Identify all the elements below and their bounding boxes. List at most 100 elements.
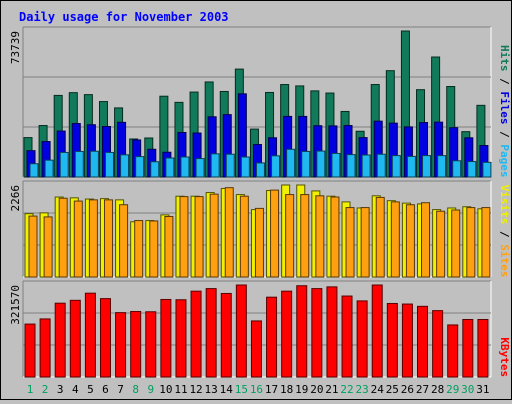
x-tick-label-day-20: 20 [310, 383, 323, 396]
legend-item-sites: Sites [498, 244, 511, 277]
bar-kbytes-day-15 [235, 284, 247, 378]
legend-separator: / [498, 72, 511, 92]
bar-pages-day-20 [316, 150, 326, 178]
legend-item-files: Files [498, 91, 511, 124]
x-tick-label-day-29: 29 [446, 383, 459, 396]
bar-pages-day-16 [255, 162, 265, 178]
legend-separator: / [498, 224, 511, 244]
y-max-label: 2266 [9, 185, 22, 212]
x-tick-label-day-5: 5 [87, 383, 94, 396]
legend-item-pages: Pages [498, 144, 511, 177]
bar-pages-day-8 [135, 156, 145, 178]
x-tick-label-day-17: 17 [265, 383, 278, 396]
bar-kbytes-day-2 [39, 318, 51, 378]
bar-sites-day-25 [390, 201, 400, 278]
bar-sites-day-24 [375, 196, 385, 278]
bar-kbytes-day-3 [54, 302, 66, 378]
bar-sites-day-7 [119, 204, 129, 278]
bar-pages-day-9 [150, 161, 160, 178]
panel-kbytes: 321570 [9, 280, 492, 378]
bar-pages-day-29 [452, 160, 462, 178]
bar-pages-day-12 [195, 158, 205, 178]
bar-kbytes-day-31 [477, 318, 489, 378]
x-tick-label-day-26: 26 [401, 383, 414, 396]
bar-pages-day-2 [44, 159, 54, 178]
bar-sites-day-13 [209, 193, 219, 278]
bar-kbytes-day-16 [250, 320, 262, 378]
legend-layer: Hits / Files / Pages Visits / Sites KBytes [498, 45, 511, 377]
bar-sites-day-14 [224, 187, 234, 278]
x-axis-labels: 1 2 3 4 5 6 7 8 9 10 11 12 13 14 15 16 17 18 19 20 21 22 23 24 2… [27, 383, 490, 396]
panel-visits-sites: 2266 [9, 180, 492, 278]
chart-title: Daily usage for November 2003 [19, 10, 229, 24]
x-tick-label-day-9: 9 [147, 383, 154, 396]
bar-pages-day-13 [210, 153, 220, 178]
bar-pages-day-31 [482, 161, 492, 178]
x-tick-label-day-10: 10 [159, 383, 172, 396]
bar-kbytes-day-7 [115, 312, 127, 378]
x-tick-label-day-28: 28 [431, 383, 444, 396]
bar-kbytes-day-28 [432, 310, 444, 378]
bar-kbytes-day-17 [266, 296, 278, 378]
x-tick-label-day-7: 7 [117, 383, 124, 396]
bar-pages-day-5 [89, 150, 99, 178]
x-tick-label-day-19: 19 [295, 383, 308, 396]
bar-kbytes-day-24 [371, 284, 383, 378]
bar-sites-day-31 [481, 207, 491, 278]
bar-sites-day-29 [451, 209, 461, 278]
legend-kbytes: KBytes [498, 337, 511, 377]
bar-kbytes-day-21 [326, 286, 338, 378]
bar-kbytes-day-25 [386, 302, 398, 378]
bars-kbytes [24, 284, 489, 378]
bar-sites-day-30 [466, 207, 476, 278]
x-tick-label-day-14: 14 [220, 383, 234, 396]
bar-pages-day-26 [406, 155, 416, 178]
bar-pages-day-4 [74, 150, 84, 178]
y-max-label: 73739 [9, 31, 22, 64]
bar-pages-day-25 [391, 155, 401, 178]
bar-sites-day-19 [300, 194, 310, 278]
panels-layer: 73739 2266 321570 [9, 26, 492, 378]
y-max-label: 321570 [9, 285, 22, 325]
panel-hits-files-pages: 73739 [9, 26, 492, 178]
x-tick-label-day-21: 21 [325, 383, 338, 396]
bar-sites-day-20 [315, 195, 325, 278]
bar-kbytes-day-9 [145, 311, 157, 378]
bar-pages-day-17 [271, 155, 281, 178]
bar-kbytes-day-4 [69, 299, 81, 378]
bar-kbytes-day-6 [99, 298, 111, 378]
bar-kbytes-day-20 [311, 288, 323, 378]
x-tick-label-day-1: 1 [27, 383, 34, 396]
x-tick-label-day-6: 6 [102, 383, 109, 396]
bar-pages-day-24 [376, 153, 386, 178]
bar-kbytes-day-8 [130, 310, 142, 378]
bar-pages-day-23 [361, 154, 371, 178]
bar-kbytes-day-13 [205, 288, 217, 378]
bar-sites-day-6 [103, 199, 113, 278]
x-tick-label-day-3: 3 [57, 383, 64, 396]
bar-pages-day-6 [104, 151, 114, 178]
bar-kbytes-day-14 [220, 292, 232, 378]
bar-sites-day-8 [134, 220, 144, 278]
legend-hits-files-pages: Hits / Files / Pages [498, 45, 511, 178]
bar-kbytes-day-12 [190, 290, 202, 378]
bar-sites-day-21 [330, 196, 340, 278]
bar-sites-day-10 [164, 216, 174, 278]
bar-pages-day-11 [180, 156, 190, 178]
x-tick-label-day-8: 8 [132, 383, 139, 396]
bar-kbytes-day-29 [447, 324, 459, 378]
bar-sites-day-16 [254, 207, 264, 278]
bar-pages-day-22 [346, 154, 356, 178]
bar-kbytes-day-23 [356, 300, 368, 378]
legend-visits-sites: Visits / Sites [498, 185, 511, 278]
bar-pages-day-3 [59, 151, 69, 178]
x-tick-label-day-4: 4 [72, 383, 79, 396]
bar-pages-day-1 [29, 163, 39, 178]
bar-sites-day-11 [179, 196, 189, 278]
x-tick-label-day-24: 24 [371, 383, 385, 396]
bar-pages-day-7 [120, 154, 130, 178]
x-tick-label-day-27: 27 [416, 383, 429, 396]
bar-sites-day-4 [73, 200, 83, 278]
x-tick-label-day-13: 13 [205, 383, 218, 396]
